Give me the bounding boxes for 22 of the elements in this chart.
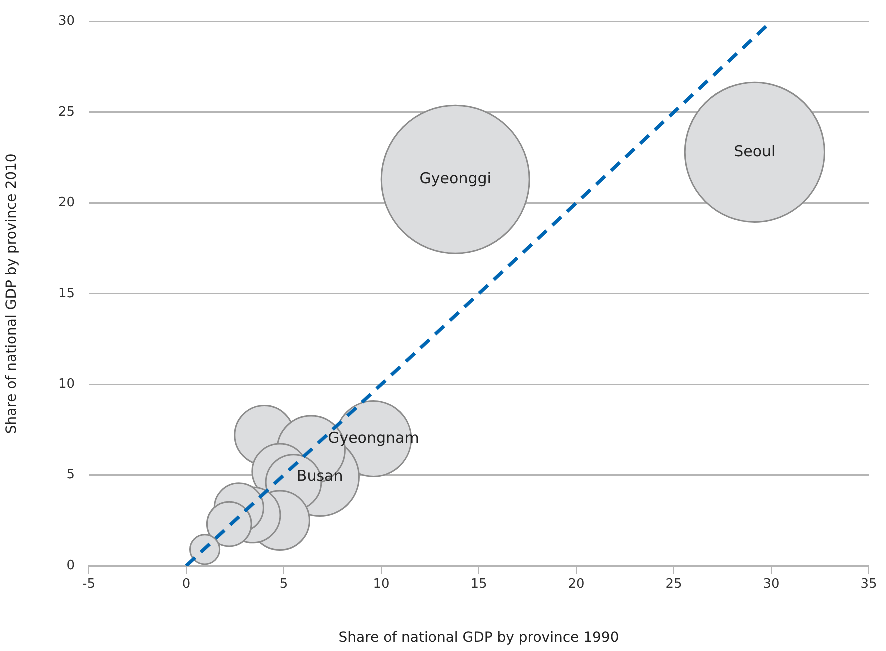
x-tick-label: 5 [280, 577, 288, 592]
x-tick-label: 35 [860, 577, 878, 592]
x-tick-label: 0 [182, 577, 191, 592]
x-tick-label: 15 [470, 577, 488, 592]
data-label: Gyeonggi [420, 170, 492, 188]
data-label: Seoul [734, 142, 776, 160]
y-tick-label: 20 [58, 196, 75, 211]
x-tick-label: 10 [373, 577, 390, 592]
y-tick-label: 10 [58, 376, 75, 392]
y-tick-label: 15 [58, 286, 75, 302]
x-tick-label: 20 [568, 577, 585, 592]
y-tick-label: 0 [66, 558, 75, 574]
x-tick-label: -5 [82, 577, 96, 592]
x-axis-title: Share of national GDP by province 1990 [338, 630, 620, 646]
data-label: Gyeongnam [328, 428, 420, 447]
y-axis-title: Share of national GDP by province 2010 [4, 154, 20, 434]
y-tick-label: 5 [66, 468, 75, 483]
y-tick-label: 30 [58, 14, 75, 30]
x-tick-label: 25 [666, 577, 682, 592]
x-tick-label: 30 [763, 577, 780, 592]
data-label: Busan [296, 467, 344, 486]
y-tick-label: 25 [58, 104, 75, 120]
